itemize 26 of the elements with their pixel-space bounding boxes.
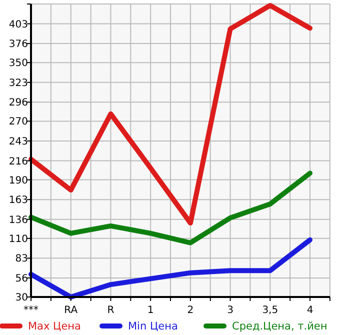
legend-label: Max Цена xyxy=(28,320,81,333)
legend-label: Min Цена xyxy=(128,320,178,333)
y-tick-label: 83 xyxy=(15,254,28,265)
y-tick-label: 350 xyxy=(8,58,28,70)
y-tick-label: 110 xyxy=(8,234,28,245)
x-tick-label: 1 xyxy=(147,305,154,316)
y-tick-label: 136 xyxy=(8,214,28,226)
y-tick-label: 163 xyxy=(8,195,28,206)
y-tick-label: 270 xyxy=(8,116,28,128)
y-tick-label: 190 xyxy=(8,175,28,186)
y-tick-label: 216 xyxy=(8,156,28,168)
x-tick-label: *** xyxy=(24,305,38,316)
x-tick-label: 3 xyxy=(227,305,234,316)
y-tick-label: 30 xyxy=(15,292,28,304)
y-tick-label: 243 xyxy=(8,136,28,148)
x-tick-label: R xyxy=(107,305,114,316)
x-tick-label: 3,5 xyxy=(262,305,278,316)
y-tick-label: 296 xyxy=(8,98,28,109)
y-tick-label: 403 xyxy=(8,19,28,30)
x-tick-label: 4 xyxy=(306,305,314,316)
y-tick-label: 56 xyxy=(15,273,28,284)
legend-label: Сред.Цена, т.йен xyxy=(232,320,328,333)
y-tick-label: 323 xyxy=(8,78,28,89)
x-tick-label: 2 xyxy=(187,305,194,316)
x-tick-label: RA xyxy=(64,305,78,316)
y-tick-label: 376 xyxy=(8,39,28,50)
